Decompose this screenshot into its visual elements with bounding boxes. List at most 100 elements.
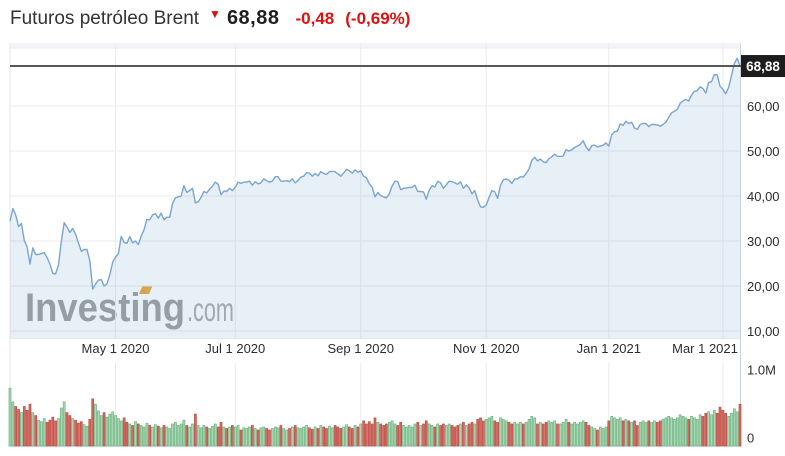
volume-bar-down — [288, 428, 291, 447]
volume-bar-up — [222, 426, 226, 447]
volume-bar-up — [732, 408, 736, 447]
volume-bar-up — [262, 426, 266, 447]
volume-bar-up — [242, 427, 246, 447]
volume-axis-label: 1.0M — [747, 363, 776, 378]
volume-bar-up — [139, 425, 143, 447]
volume-bar-down — [365, 423, 368, 447]
volume-bar-down — [370, 423, 374, 447]
volume-bar-down — [339, 428, 343, 447]
plot-top-band — [10, 43, 740, 48]
volume-bar-down — [28, 403, 32, 447]
volume-bar-up — [114, 415, 117, 447]
y-axis-label: 20,00 — [747, 279, 780, 294]
volume-bar-up — [208, 428, 211, 447]
volume-bar-down — [367, 421, 371, 447]
volume-bar-up — [179, 423, 183, 447]
price-line — [9, 57, 741, 290]
volume-bar-up — [159, 427, 163, 447]
volume-bar-up — [328, 425, 331, 447]
volume-bar-up — [134, 421, 137, 447]
volume-bar-up — [270, 428, 274, 447]
volume-bar-down — [156, 425, 160, 447]
volume-bar-up — [94, 403, 97, 447]
volume-bar-down — [256, 429, 260, 447]
current-price-badge-label: 68,88 — [746, 59, 780, 74]
volume-bar-down — [470, 422, 474, 447]
volume-bar-up — [653, 420, 656, 447]
volume-bar-up — [82, 424, 86, 447]
volume-bar-up — [99, 415, 103, 447]
volume-bar-up — [690, 416, 693, 447]
volume-bar-up — [191, 423, 194, 447]
x-axis-label: Nov 1 2020 — [453, 341, 520, 356]
volume-bar-down — [587, 425, 591, 447]
x-axis-label: May 1 2020 — [82, 341, 150, 356]
volume-bar-down — [22, 406, 26, 447]
volume-bar-down — [439, 425, 442, 447]
volume-bar-down — [239, 429, 243, 447]
volume-bar-down — [91, 398, 95, 447]
price-change-percent: (-0,69%) — [345, 9, 411, 28]
volume-bar-down — [704, 412, 708, 447]
volume-bar-up — [604, 426, 608, 447]
volume-bar-down — [567, 422, 571, 447]
volume-bar-up — [319, 425, 323, 447]
watermark-accent-icon — [139, 286, 153, 294]
volume-bar-down — [265, 428, 268, 447]
volume-bar-up — [661, 419, 665, 447]
volume-bar-down — [382, 425, 385, 447]
volume-bar-up — [550, 422, 554, 447]
volume-bar-up — [387, 422, 391, 447]
volume-bar-up — [533, 417, 537, 447]
volume-bar-down — [45, 422, 49, 447]
volume-bar-up — [105, 416, 109, 447]
volume-bar-down — [225, 428, 229, 447]
volume-bar-down — [541, 423, 545, 447]
volume-bar-up — [473, 423, 477, 447]
volume-bar-up — [581, 420, 585, 447]
volume-bar-down — [79, 421, 83, 447]
volume-bar-up — [618, 417, 622, 447]
volume-bar-down — [279, 425, 283, 447]
investing-watermark: Investing — [25, 286, 185, 330]
volume-bar-down — [738, 403, 742, 447]
volume-bar-down — [219, 422, 223, 447]
volume-bar-down — [479, 417, 482, 447]
volume-bar-down — [399, 422, 403, 447]
volume-bar-down — [162, 425, 166, 447]
volume-bar-up — [710, 414, 713, 447]
volume-bar-up — [253, 428, 257, 447]
volume-bar-down — [687, 419, 691, 447]
volume-bar-up — [573, 422, 576, 447]
volume-bar-up — [593, 428, 596, 447]
volume-bar-down — [373, 417, 377, 447]
volume-bar-up — [345, 424, 348, 447]
volume-bar-up — [430, 425, 434, 447]
volume-bar-up — [519, 422, 522, 447]
volume-bar-down — [701, 416, 705, 447]
volume-bar-down — [48, 419, 52, 447]
volume-bar-up — [681, 416, 685, 447]
volume-bar-up — [248, 426, 251, 447]
volume-bar-up — [290, 426, 294, 447]
volume-bar-down — [362, 420, 365, 447]
volume-bar-down — [556, 423, 559, 447]
volume-bar-up — [436, 423, 440, 447]
volume-bar-up — [276, 427, 280, 447]
volume-bar-down — [68, 415, 72, 447]
instrument-title: Futuros petróleo Brent — [10, 8, 200, 29]
volume-bar-up — [11, 401, 15, 447]
volume-bar-up — [527, 419, 531, 447]
volume-bar-up — [501, 419, 505, 447]
volume-bar-up — [305, 425, 308, 447]
volume-bar-down — [424, 420, 428, 447]
volume-bar-up — [71, 418, 75, 447]
volume-bar-up — [513, 422, 517, 447]
volume-bar-up — [576, 423, 579, 447]
volume-bar-up — [259, 427, 263, 447]
volume-bar-up — [610, 416, 614, 447]
volume-bar-up — [42, 418, 46, 447]
volume-bar-up — [282, 428, 286, 447]
volume-bar-up — [353, 425, 357, 447]
